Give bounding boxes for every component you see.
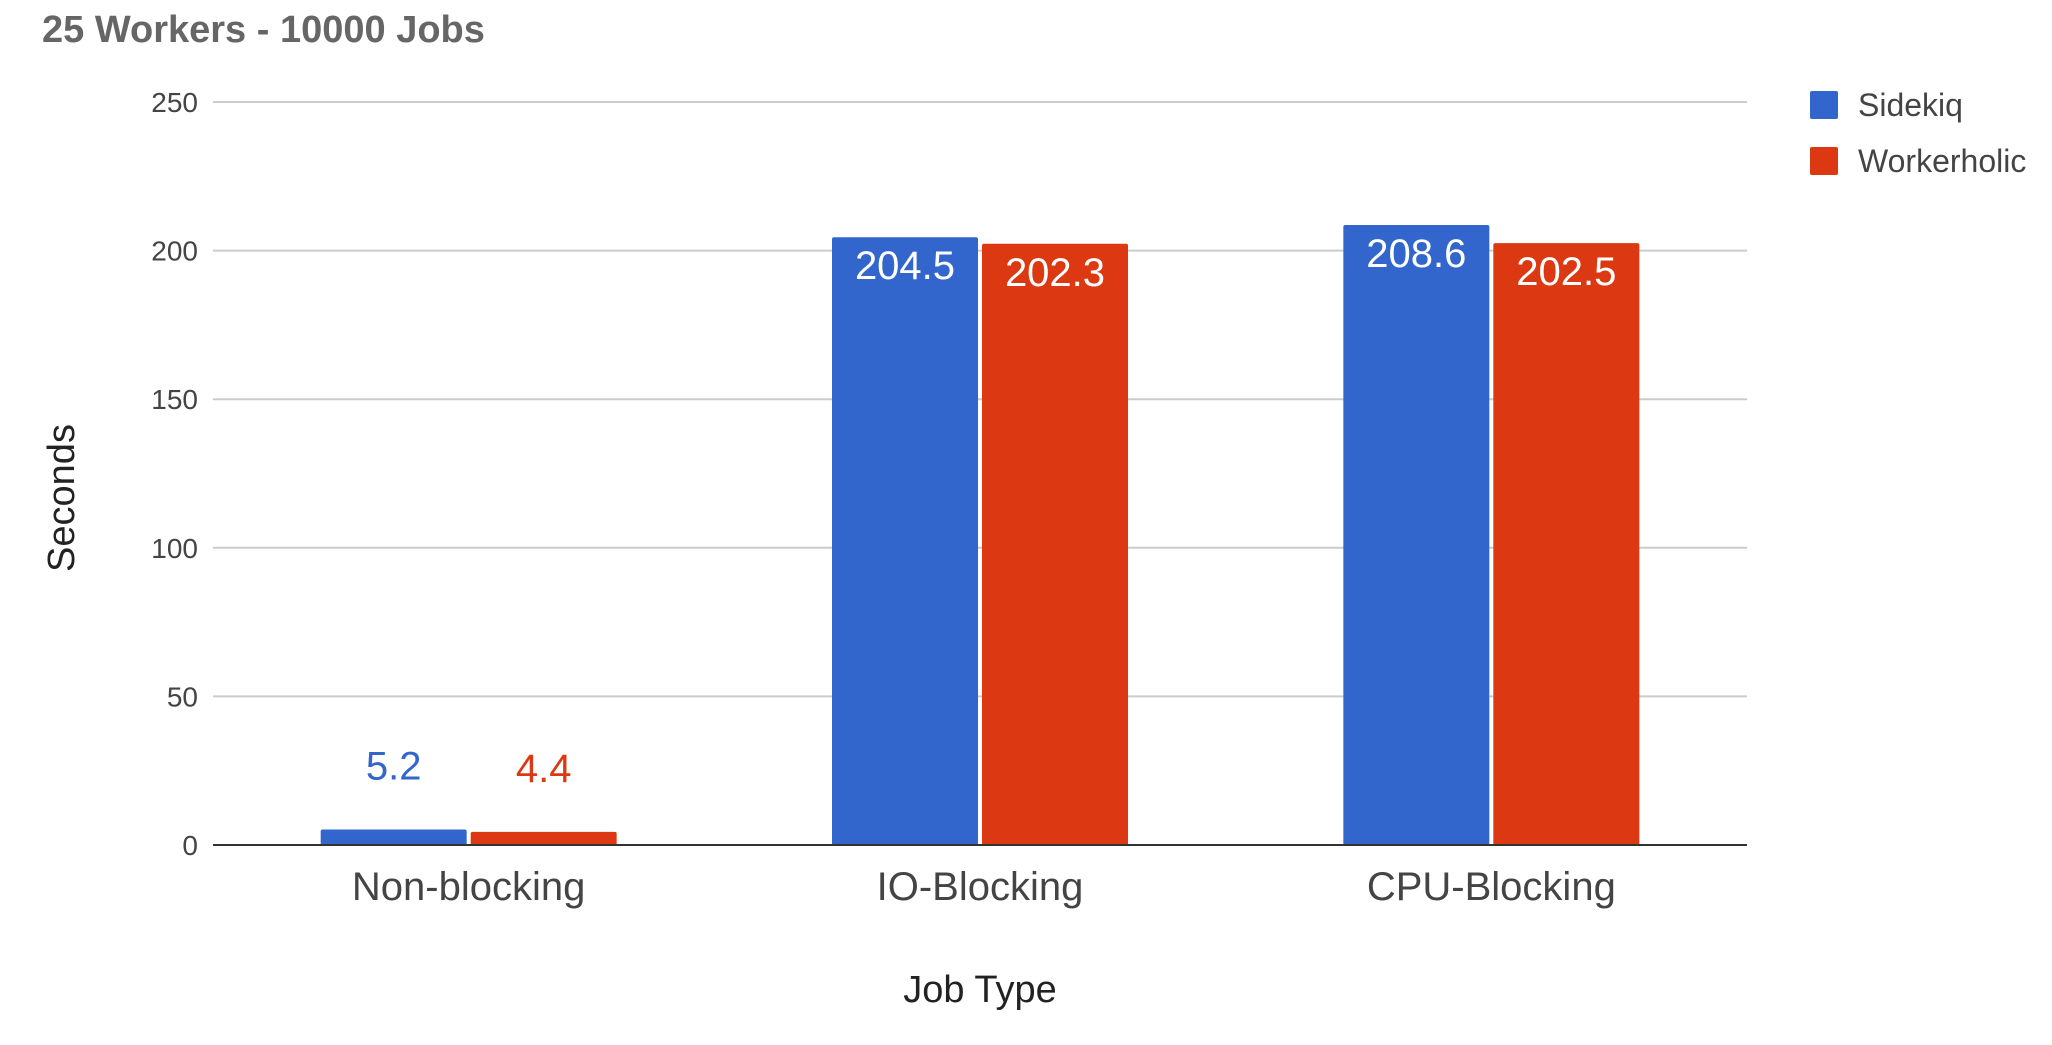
bar bbox=[1343, 225, 1490, 846]
bar bbox=[1493, 243, 1640, 846]
gridlines bbox=[213, 101, 1747, 698]
y-tick-label: 250 bbox=[151, 87, 198, 118]
bar bbox=[320, 829, 467, 845]
y-axis-ticks: 0 50 100 150 200 250 bbox=[151, 87, 198, 861]
legend-label: Workerholic bbox=[1858, 143, 2026, 179]
data-label: 4.4 bbox=[516, 747, 572, 791]
y-tick-label: 50 bbox=[167, 681, 198, 712]
legend-swatch bbox=[1810, 91, 1838, 119]
y-tick-label: 150 bbox=[151, 384, 198, 415]
data-label: 5.2 bbox=[366, 745, 422, 789]
legend: Sidekiq Workerholic bbox=[1810, 87, 2026, 179]
x-tick-label: CPU-Blocking bbox=[1367, 865, 1616, 909]
data-labels: 5.2 4.4 204.5 202.3 208.6 202.5 bbox=[366, 232, 1617, 791]
bars bbox=[320, 225, 1640, 846]
y-tick-label: 100 bbox=[151, 533, 198, 564]
x-tick-label: Non-blocking bbox=[352, 865, 585, 909]
bar bbox=[470, 831, 617, 845]
data-label: 208.6 bbox=[1366, 232, 1466, 276]
bar bbox=[832, 237, 978, 845]
y-tick-label: 0 bbox=[182, 830, 198, 861]
y-tick-label: 200 bbox=[151, 236, 198, 267]
x-axis-ticks: Non-blocking IO-Blocking CPU-Blocking bbox=[352, 865, 1616, 909]
data-label: 204.5 bbox=[855, 244, 955, 288]
x-tick-label: IO-Blocking bbox=[877, 865, 1084, 909]
chart-title: 25 Workers - 10000 Jobs bbox=[42, 9, 485, 51]
y-axis-title: Seconds bbox=[41, 424, 83, 572]
bar bbox=[982, 243, 1128, 845]
legend-swatch bbox=[1810, 147, 1838, 175]
data-label: 202.5 bbox=[1516, 250, 1616, 294]
legend-label: Sidekiq bbox=[1858, 87, 1963, 123]
data-label: 202.3 bbox=[1005, 251, 1105, 295]
x-axis-title: Job Type bbox=[903, 969, 1057, 1011]
